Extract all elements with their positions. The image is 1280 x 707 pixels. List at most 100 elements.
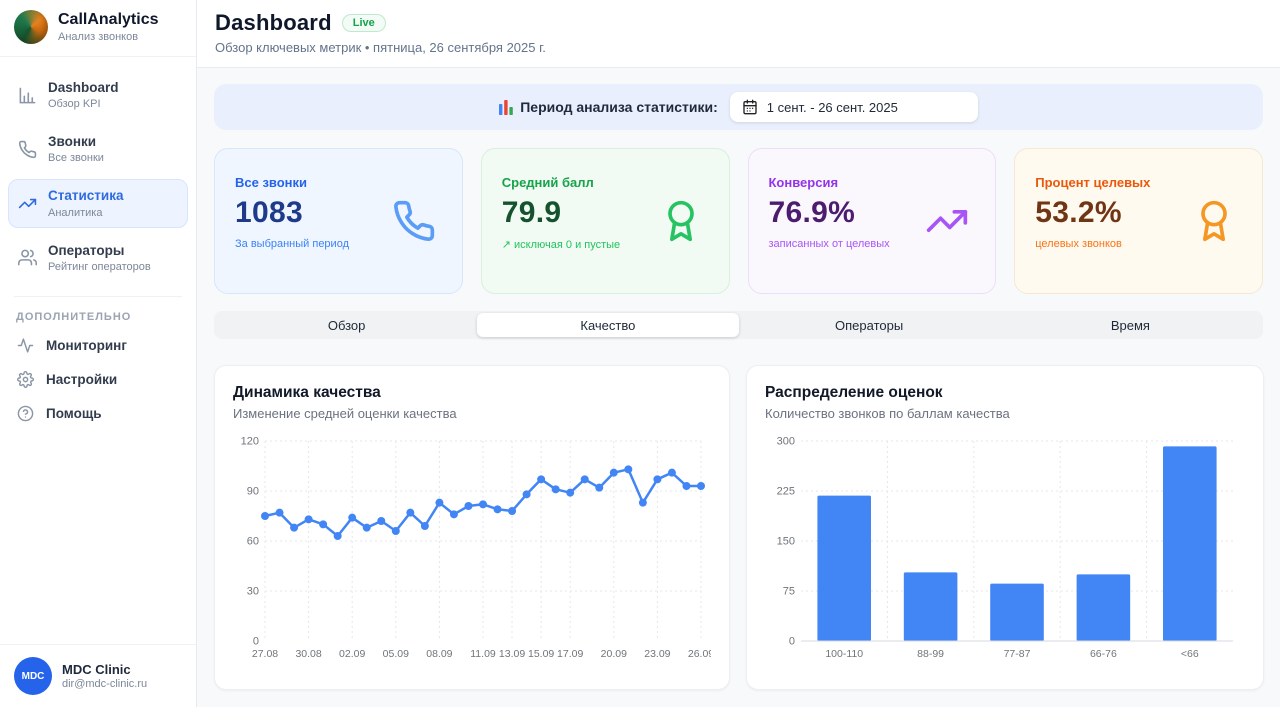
sidebar-item-label: Операторы bbox=[48, 243, 151, 259]
users-icon bbox=[17, 248, 37, 268]
score-bar-chart: 0 75 150 225 300 100-110 88-99 77-87 66-76 <66 bbox=[765, 433, 1245, 665]
period-label-wrap: Период анализа статистики: bbox=[499, 99, 718, 115]
sidebar-item-monitoring[interactable]: Мониторинг bbox=[0, 329, 196, 363]
sidebar-item-operators[interactable]: Операторы Рейтинг операторов bbox=[8, 234, 188, 282]
user-name: MDC Clinic bbox=[62, 662, 147, 677]
svg-text:30.08: 30.08 bbox=[295, 648, 321, 660]
date-range-picker[interactable]: 1 сент. - 26 сент. 2025 bbox=[730, 92, 978, 122]
gear-icon bbox=[16, 371, 34, 389]
chart-bars-icon bbox=[499, 100, 513, 115]
svg-text:17.09: 17.09 bbox=[557, 648, 583, 660]
svg-text:0: 0 bbox=[253, 636, 259, 648]
trending-up-icon bbox=[17, 193, 37, 213]
page-header: Dashboard Live Обзор ключевых метрик • п… bbox=[197, 0, 1280, 68]
quality-line-chart: 030609012027.0830.0802.0905.0908.0911.09… bbox=[233, 433, 711, 665]
brand-subtitle: Анализ звонков bbox=[58, 31, 158, 43]
svg-text:100-110: 100-110 bbox=[825, 648, 863, 660]
page-title: Dashboard bbox=[215, 10, 332, 36]
activity-icon bbox=[16, 337, 34, 355]
brand-logo-icon bbox=[14, 10, 48, 44]
tab-operators[interactable]: Операторы bbox=[739, 313, 1000, 337]
chart-title: Распределение оценок bbox=[765, 384, 1245, 402]
sidebar-item-label: Статистика bbox=[48, 188, 123, 204]
sidebar-item-statistics[interactable]: Статистика Аналитика bbox=[8, 179, 188, 227]
svg-text:20.09: 20.09 bbox=[601, 648, 627, 660]
quality-dynamics-card: Динамика качества Изменение средней оцен… bbox=[214, 365, 730, 690]
charts-row: Динамика качества Изменение средней оцен… bbox=[214, 365, 1263, 690]
svg-text:15.09: 15.09 bbox=[528, 648, 554, 660]
svg-text:0: 0 bbox=[789, 636, 795, 648]
page-subtitle: Обзор ключевых метрик • пятница, 26 сент… bbox=[215, 40, 1262, 55]
svg-text:30: 30 bbox=[247, 586, 259, 598]
avatar: MDC bbox=[14, 657, 52, 695]
tab-overview[interactable]: Обзор bbox=[216, 313, 477, 337]
live-badge: Live bbox=[342, 14, 386, 32]
svg-text:13.09: 13.09 bbox=[499, 648, 525, 660]
help-icon bbox=[16, 405, 34, 423]
bar-chart-icon bbox=[17, 85, 37, 105]
period-label: Период анализа статистики: bbox=[520, 99, 718, 115]
sidebar-item-sublabel: Все звонки bbox=[48, 152, 104, 164]
sidebar-item-label: Dashboard bbox=[48, 80, 119, 96]
sidebar-nav: Dashboard Обзор KPI Звонки Все звонки bbox=[0, 57, 196, 288]
award-icon bbox=[1192, 199, 1236, 243]
svg-text:88-99: 88-99 bbox=[917, 648, 944, 660]
sidebar-item-sublabel: Аналитика bbox=[48, 207, 123, 219]
sidebar-item-sublabel: Рейтинг операторов bbox=[48, 261, 151, 273]
svg-text:225: 225 bbox=[777, 486, 795, 498]
main: Dashboard Live Обзор ключевых метрик • п… bbox=[197, 0, 1280, 707]
sidebar-item-label: Звонки bbox=[48, 134, 104, 150]
tab-quality[interactable]: Качество bbox=[477, 313, 738, 337]
kpi-card-total-calls: Все звонки 1083 За выбранный период bbox=[214, 148, 463, 294]
user-email: dir@mdc-clinic.ru bbox=[62, 678, 147, 690]
kpi-label: Процент целевых bbox=[1035, 175, 1242, 190]
brand-name: CallAnalytics bbox=[58, 11, 158, 29]
brand: CallAnalytics Анализ звонков bbox=[0, 0, 196, 57]
svg-text:<66: <66 bbox=[1181, 648, 1199, 660]
kpi-label: Все звонки bbox=[235, 175, 442, 190]
sidebar-item-settings[interactable]: Настройки bbox=[0, 363, 196, 397]
svg-text:60: 60 bbox=[247, 536, 259, 548]
svg-text:150: 150 bbox=[777, 536, 795, 548]
svg-text:23.09: 23.09 bbox=[644, 648, 670, 660]
kpi-card-target-percent: Процент целевых 53.2% целевых звонков bbox=[1014, 148, 1263, 294]
svg-text:66-76: 66-76 bbox=[1090, 648, 1117, 660]
phone-icon bbox=[17, 139, 37, 159]
kpi-card-conversion: Конверсия 76.9% записанных от целевых bbox=[748, 148, 997, 294]
svg-text:120: 120 bbox=[241, 436, 259, 448]
sidebar-user[interactable]: MDC MDC Clinic dir@mdc-clinic.ru bbox=[0, 644, 196, 707]
svg-text:08.09: 08.09 bbox=[426, 648, 452, 660]
svg-text:02.09: 02.09 bbox=[339, 648, 365, 660]
svg-text:77-87: 77-87 bbox=[1004, 648, 1031, 660]
svg-text:27.08: 27.08 bbox=[252, 648, 278, 660]
sidebar-item-help[interactable]: Помощь bbox=[0, 397, 196, 431]
kpi-grid: Все звонки 1083 За выбранный период Сред… bbox=[214, 148, 1263, 294]
sidebar-item-label: Настройки bbox=[46, 372, 117, 387]
sidebar-section-label: ДОПОЛНИТЕЛЬНО bbox=[0, 297, 196, 329]
chart-title: Динамика качества bbox=[233, 384, 711, 402]
chart-tabs: Обзор Качество Операторы Время bbox=[214, 311, 1263, 339]
sidebar-item-calls[interactable]: Звонки Все звонки bbox=[8, 125, 188, 173]
sidebar-item-sublabel: Обзор KPI bbox=[48, 98, 119, 110]
period-banner: Период анализа статистики: 1 сент. - 26 … bbox=[214, 84, 1263, 130]
kpi-card-average-score: Средний балл 79.9 ↗ исключая 0 и пустые bbox=[481, 148, 730, 294]
svg-text:90: 90 bbox=[247, 486, 259, 498]
phone-icon bbox=[392, 199, 436, 243]
svg-text:26.09: 26.09 bbox=[688, 648, 711, 660]
chart-subtitle: Изменение средней оценки качества bbox=[233, 406, 711, 421]
sidebar-item-dashboard[interactable]: Dashboard Обзор KPI bbox=[8, 71, 188, 119]
kpi-label: Средний балл bbox=[502, 175, 709, 190]
svg-text:05.09: 05.09 bbox=[383, 648, 409, 660]
kpi-label: Конверсия bbox=[769, 175, 976, 190]
sidebar-item-label: Мониторинг bbox=[46, 338, 127, 353]
sidebar-item-label: Помощь bbox=[46, 406, 102, 421]
tab-time[interactable]: Время bbox=[1000, 313, 1261, 337]
date-range-value: 1 сент. - 26 сент. 2025 bbox=[767, 100, 898, 115]
award-icon bbox=[659, 199, 703, 243]
svg-text:75: 75 bbox=[783, 586, 795, 598]
chart-subtitle: Количество звонков по баллам качества bbox=[765, 406, 1245, 421]
score-distribution-card: Распределение оценок Количество звонков … bbox=[746, 365, 1264, 690]
svg-text:300: 300 bbox=[777, 436, 795, 448]
sidebar: CallAnalytics Анализ звонков Dashboard О… bbox=[0, 0, 197, 707]
content: Период анализа статистики: 1 сент. - 26 … bbox=[197, 68, 1280, 707]
